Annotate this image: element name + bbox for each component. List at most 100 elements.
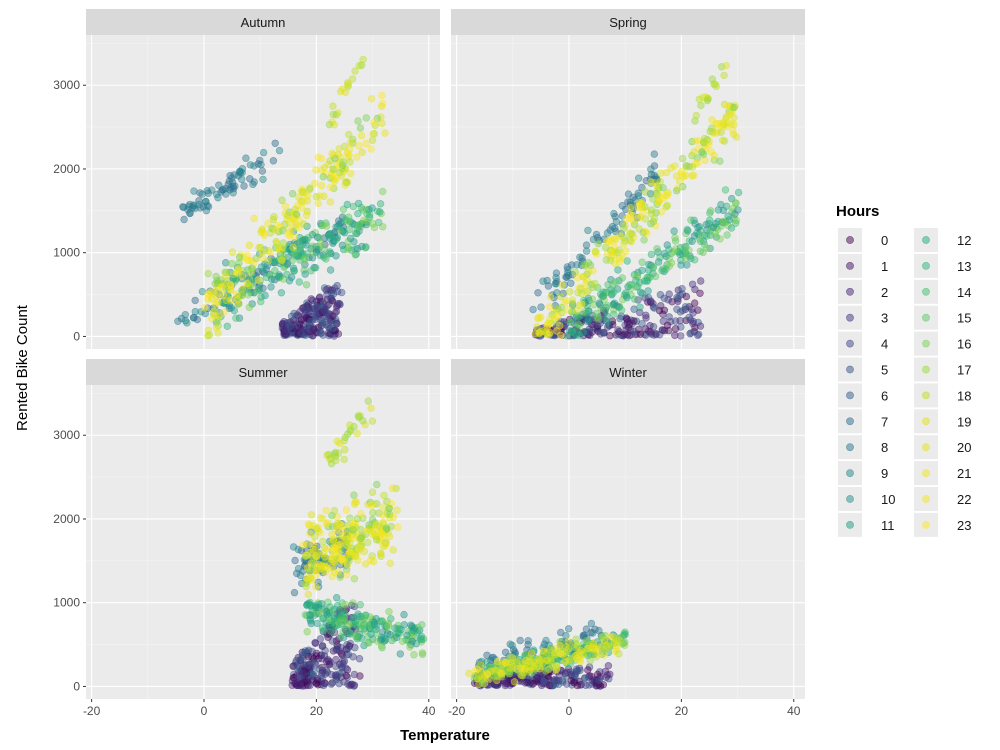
data-point xyxy=(303,207,311,216)
legend-entry-label: 1 xyxy=(881,259,888,274)
data-point xyxy=(621,237,629,245)
data-point xyxy=(643,277,652,285)
data-point xyxy=(543,656,551,665)
data-point xyxy=(642,314,650,322)
data-point xyxy=(302,540,310,549)
data-point xyxy=(271,276,279,284)
data-point xyxy=(297,187,306,195)
data-point xyxy=(302,241,310,249)
data-point xyxy=(502,658,511,666)
data-point xyxy=(328,530,336,538)
data-point xyxy=(246,282,254,290)
data-point xyxy=(329,165,337,174)
data-point xyxy=(545,303,554,311)
data-point xyxy=(348,75,357,83)
data-point xyxy=(694,223,702,232)
data-point xyxy=(328,572,336,581)
data-point xyxy=(610,639,619,647)
data-point xyxy=(252,254,261,262)
data-point xyxy=(665,313,673,321)
data-point xyxy=(259,175,267,184)
legend-swatch xyxy=(846,313,854,322)
data-point xyxy=(510,678,519,686)
panel-winter: Winter -20 0 20 40 xyxy=(448,359,805,718)
data-point xyxy=(310,325,318,334)
data-point xyxy=(295,329,303,337)
data-point xyxy=(337,172,345,180)
data-point xyxy=(346,532,354,541)
data-point xyxy=(318,642,326,651)
data-point xyxy=(322,255,330,263)
legend-swatch xyxy=(922,236,930,244)
data-point xyxy=(346,138,355,147)
data-point xyxy=(367,556,375,564)
data-point xyxy=(318,654,326,663)
data-point xyxy=(626,230,635,238)
data-point xyxy=(341,181,349,189)
data-point xyxy=(694,306,702,314)
data-point xyxy=(259,267,267,275)
data-point xyxy=(717,119,725,128)
data-point xyxy=(373,480,381,489)
data-point xyxy=(696,277,705,285)
data-point xyxy=(358,61,366,70)
data-point xyxy=(301,235,309,244)
data-point xyxy=(302,552,310,561)
data-point xyxy=(222,296,230,304)
data-point xyxy=(254,276,262,284)
data-point xyxy=(278,256,286,264)
data-point xyxy=(342,671,350,680)
data-point xyxy=(301,261,309,269)
data-point xyxy=(341,445,349,454)
data-point xyxy=(188,204,197,212)
y-tick-label: 0 xyxy=(73,679,80,693)
data-point xyxy=(586,656,594,665)
data-point xyxy=(548,662,557,671)
data-point xyxy=(333,281,341,290)
data-point xyxy=(393,633,401,642)
data-point xyxy=(369,219,377,228)
data-point xyxy=(389,513,397,521)
data-point xyxy=(335,679,343,688)
data-point xyxy=(546,293,555,301)
data-point xyxy=(344,80,353,88)
data-point xyxy=(302,211,311,220)
data-point xyxy=(344,644,353,652)
data-point xyxy=(584,317,592,326)
legend-entry-label: 15 xyxy=(957,311,971,326)
legend-entry-label: 13 xyxy=(957,259,971,274)
data-point xyxy=(327,680,335,688)
data-point xyxy=(331,177,339,185)
data-point xyxy=(307,267,315,275)
data-point xyxy=(357,204,366,212)
data-point xyxy=(529,679,537,688)
data-point xyxy=(576,253,584,261)
data-point xyxy=(573,307,581,315)
legend-entry-label: 21 xyxy=(957,466,971,481)
data-point xyxy=(213,190,221,199)
data-point xyxy=(678,290,686,298)
data-point xyxy=(419,635,428,643)
data-point xyxy=(651,272,660,281)
data-point xyxy=(312,570,320,579)
data-point xyxy=(343,245,352,253)
data-point xyxy=(353,244,362,253)
data-point xyxy=(395,625,404,633)
data-point xyxy=(600,644,608,652)
panel-background xyxy=(86,35,440,349)
data-point xyxy=(323,545,331,553)
data-point xyxy=(329,324,337,332)
data-point xyxy=(191,296,199,305)
data-point xyxy=(204,295,212,303)
data-point xyxy=(270,213,278,221)
data-point xyxy=(243,251,251,259)
data-point xyxy=(269,157,278,165)
data-point xyxy=(257,297,265,306)
data-point xyxy=(303,564,312,572)
data-point xyxy=(703,96,711,105)
data-point xyxy=(722,61,730,70)
data-point xyxy=(396,650,404,658)
data-point xyxy=(682,292,691,301)
data-point xyxy=(355,221,363,230)
data-point xyxy=(561,657,569,665)
